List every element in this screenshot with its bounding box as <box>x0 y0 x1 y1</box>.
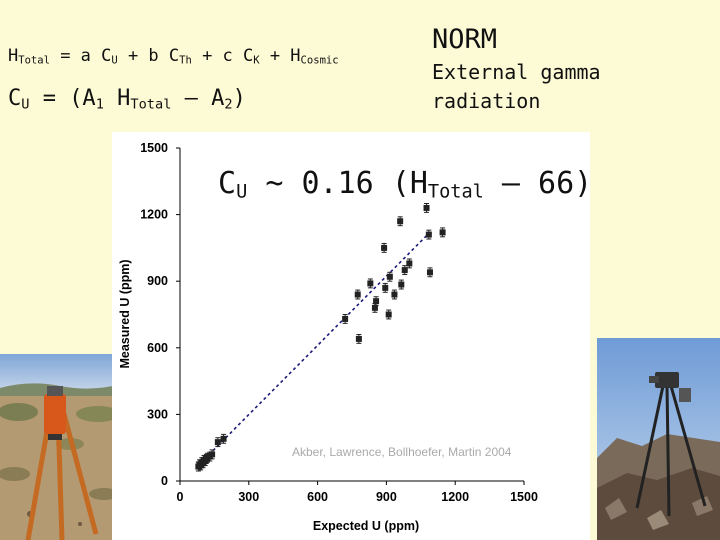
point-marker <box>426 269 433 276</box>
data-point <box>423 203 430 213</box>
field-photo-orange-detector <box>0 354 122 540</box>
data-point <box>220 433 227 444</box>
data-point <box>439 227 446 238</box>
y-tick-group: 0 300 600 900 1200 1500 <box>140 141 180 488</box>
data-point <box>371 302 378 313</box>
x-tick-label: 1500 <box>510 490 538 504</box>
htotal-equation: HTotal = a CU + b CTh + c CK + HCosmic <box>8 46 339 67</box>
point-marker <box>371 304 378 311</box>
x-axis-label: Expected U (ppm) <box>313 519 419 533</box>
x-tick-label: 1200 <box>441 490 469 504</box>
point-marker <box>401 267 408 274</box>
point-marker <box>423 204 430 211</box>
data-point <box>406 258 413 269</box>
data-point <box>373 296 380 307</box>
data-point <box>391 289 398 300</box>
point-marker <box>381 244 388 251</box>
point-marker <box>373 298 380 305</box>
external-gamma-subtitle: External gamma radiation <box>432 60 601 113</box>
x-tick-label: 900 <box>376 490 397 504</box>
fit-equation: CU ~ 0.16 (HTotal – 66) <box>218 166 593 203</box>
data-point <box>385 309 392 320</box>
field-photo-rocky-tripod <box>597 338 720 540</box>
point-marker <box>398 281 405 288</box>
point-marker <box>385 311 392 318</box>
point-marker <box>386 273 393 280</box>
fit-line <box>195 234 429 469</box>
y-tick-label: 1500 <box>140 141 168 155</box>
data-point <box>426 267 433 278</box>
data-point <box>386 271 393 282</box>
point-marker <box>397 218 404 225</box>
x-tick-label: 0 <box>177 490 184 504</box>
y-tick-label: 300 <box>147 407 168 421</box>
y-tick-label: 0 <box>161 474 168 488</box>
point-marker <box>220 435 227 442</box>
data-point <box>342 314 349 324</box>
y-tick-label: 900 <box>147 274 168 288</box>
point-marker <box>391 291 398 298</box>
data-point <box>401 265 408 276</box>
data-point <box>209 449 216 460</box>
data-point <box>381 242 388 253</box>
data-point <box>367 278 374 289</box>
point-marker <box>382 284 389 291</box>
cu-equation: CU = (A1 HTotal – A2) <box>8 86 246 113</box>
data-point <box>214 437 221 448</box>
point-marker <box>406 260 413 267</box>
point-marker <box>425 231 432 238</box>
scatter-plot: 0 300 600 900 1200 1500 0 300 600 900 1200 1500 Ex… <box>118 141 538 533</box>
data-point <box>425 229 432 240</box>
chart-panel: 0 300 600 900 1200 1500 0 300 600 900 1200 1500 Ex… <box>112 132 590 540</box>
data-point <box>355 333 362 344</box>
data-point <box>354 289 361 300</box>
point-marker <box>439 229 446 236</box>
x-tick-label: 600 <box>307 490 328 504</box>
point-marker <box>209 451 216 458</box>
x-tick-label: 300 <box>238 490 259 504</box>
data-point <box>382 282 389 293</box>
point-marker <box>367 280 374 287</box>
y-axis-label: Measured U (ppm) <box>118 259 132 368</box>
data-point <box>397 216 404 227</box>
point-marker <box>354 291 361 298</box>
point-marker <box>355 335 362 342</box>
data-point <box>398 279 405 290</box>
x-tick-group: 0 300 600 900 1200 1500 <box>177 481 538 504</box>
citation: Akber, Lawrence, Bollhoefer, Martin 2004 <box>292 445 512 459</box>
norm-title: NORM <box>432 24 498 55</box>
y-tick-label: 600 <box>147 341 168 355</box>
y-tick-label: 1200 <box>140 208 168 222</box>
data-point-group <box>195 203 446 472</box>
point-marker <box>214 439 221 446</box>
point-marker <box>342 315 349 322</box>
